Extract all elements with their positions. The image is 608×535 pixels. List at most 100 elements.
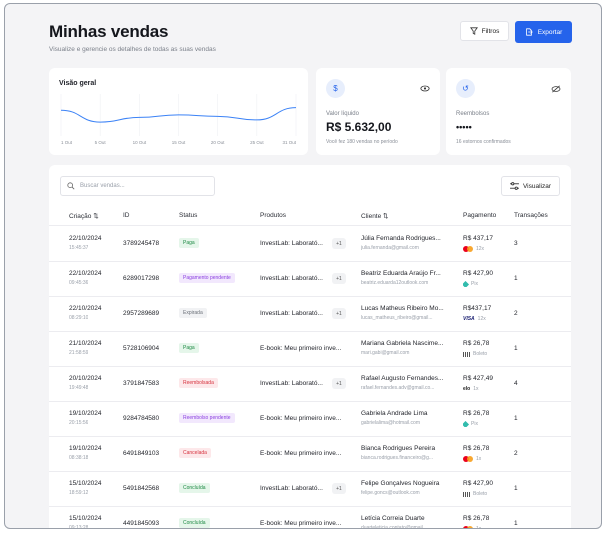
page-subtitle: Visualize e gerencie os detalhes de toda… (49, 46, 216, 53)
view-button[interactable]: Visualizar (501, 176, 560, 196)
row-payment-method: Boleto (463, 491, 487, 497)
col-client[interactable]: Cliente ⇅ (361, 213, 389, 220)
row-payment-method: 1x (463, 526, 482, 529)
row-transactions: 2 (514, 450, 518, 457)
table-row[interactable]: 19/10/2024 08:38:18 6491849103 Cancelada E-b… (49, 437, 571, 472)
barcode-icon (463, 491, 470, 497)
row-date: 20/10/2024 (69, 375, 102, 382)
row-payment-amount: R$ 427,49 (463, 375, 493, 382)
row-date: 19/10/2024 (69, 410, 102, 417)
net-value-label: Valor líquido (326, 111, 359, 117)
refunds-note: 16 estornos confirmados (456, 139, 511, 145)
row-transactions: 3 (514, 240, 518, 247)
more-products-badge[interactable]: +1 (332, 238, 346, 249)
row-date: 22/10/2024 (69, 270, 102, 277)
filters-button[interactable]: Filtros (460, 21, 509, 41)
row-date: 22/10/2024 (69, 235, 102, 242)
net-value-note: Você fez 180 vendas no período (326, 139, 398, 145)
x-tick-label: 10 Out (133, 140, 147, 145)
row-client-email: julia.fernanda@gmail.com (361, 245, 419, 251)
row-transactions: 1 (514, 485, 518, 492)
row-transactions: 1 (514, 275, 518, 282)
sliders-icon (510, 182, 519, 190)
row-product: InvestLab: Laborató... (260, 485, 323, 492)
row-client-name: Júlia Fernanda Rodrigues... (361, 235, 441, 242)
row-time: 20:15:56 (69, 420, 89, 426)
barcode-icon (463, 351, 470, 357)
row-product: InvestLab: Laborató... (260, 380, 323, 387)
row-client-name: Rafael Augusto Fernandes... (361, 375, 444, 382)
row-id: 6289017298 (123, 275, 160, 282)
row-client-name: Gabriela Andrade Lima (361, 410, 428, 417)
pix-icon (463, 281, 470, 287)
row-client-email: duarteleticia.contato@gmail... (361, 525, 427, 529)
table-row[interactable]: 22/10/2024 08:29:10 2957289689 Expirada Inve… (49, 297, 571, 332)
col-products: Produtos (260, 212, 287, 219)
status-badge: Paga (179, 343, 199, 353)
row-client-name: Letícia Correia Duarte (361, 515, 425, 522)
x-tick-label: 31 Out (282, 140, 296, 145)
row-date: 15/10/2024 (69, 515, 102, 522)
more-products-badge[interactable]: +1 (332, 273, 346, 284)
row-payment-method: 1x (463, 456, 481, 462)
more-products-badge[interactable]: +1 (332, 378, 346, 389)
row-payment-method: VISA 12x (463, 316, 486, 322)
status-badge: Reembolsada (179, 378, 218, 388)
payment-method-label: Pix (471, 421, 478, 427)
status-badge: Expirada (179, 308, 207, 318)
status-badge: Concluída (179, 483, 210, 493)
row-id: 3789245478 (123, 240, 160, 247)
elo-icon: elo (463, 386, 471, 392)
table-header: Criação ⇅ ID Status Produtos Cliente ⇅ P… (49, 206, 571, 226)
payment-method-label: 1x (476, 456, 482, 462)
eye-off-icon[interactable] (551, 85, 561, 93)
status-badge: Reembolso pendente (179, 413, 235, 423)
table-row[interactable]: 22/10/2024 15:45:37 3789245478 Paga InvestLa… (49, 227, 571, 262)
row-time: 21:58:59 (69, 350, 89, 356)
row-product: E-book: Meu primeiro inve... (260, 450, 342, 457)
view-button-label: Visualizar (522, 182, 552, 190)
more-products-badge[interactable]: +1 (332, 483, 346, 494)
table-row[interactable]: 20/10/2024 19:49:48 3791847583 Reembolsada I… (49, 367, 571, 402)
eye-icon[interactable] (420, 85, 430, 92)
row-time: 18:59:12 (69, 490, 89, 496)
sales-table-card: Buscar vendas... Visualizar Criação ⇅ ID… (49, 165, 571, 529)
row-payment-method: Pix (463, 281, 478, 287)
row-id: 5491842568 (123, 485, 160, 492)
row-product: E-book: Meu primeiro inve... (260, 345, 342, 352)
payment-method-label: 1x (476, 526, 482, 529)
row-payment-method: Pix (463, 421, 478, 427)
status-badge: Pagamento pendente (179, 273, 235, 283)
col-payment: Pagamento (463, 212, 497, 219)
col-creation[interactable]: Criação ⇅ (69, 213, 99, 220)
more-products-badge[interactable]: +1 (332, 308, 346, 319)
row-date: 21/10/2024 (69, 340, 102, 347)
row-client-email: lucas_matheus_ribeiro@gmail... (361, 315, 433, 321)
table-row[interactable]: 15/10/2024 18:59:12 5491842568 Concluída Inv… (49, 472, 571, 507)
table-row[interactable]: 22/10/2024 09:45:36 6289017298 Pagamento pe… (49, 262, 571, 297)
row-client-email: beatriz.eduarda12outlook.com (361, 280, 429, 286)
payment-method-label: Boleto (473, 491, 488, 497)
row-id: 3791847583 (123, 380, 160, 387)
export-button[interactable]: Exportar (515, 21, 572, 43)
row-id: 4491845093 (123, 520, 160, 527)
row-client-name: Felipe Gonçalves Nogueira (361, 480, 440, 487)
payment-method-label: 12x (477, 316, 486, 322)
row-transactions: 1 (514, 345, 518, 352)
app-window: Minhas vendas Visualize e gerencie os de… (4, 3, 602, 529)
refunds-label: Reembolsos (456, 111, 490, 117)
table-row[interactable]: 19/10/2024 20:15:56 9284784580 Reembolso pe… (49, 402, 571, 437)
row-client-name: Bianca Rodrigues Pereira (361, 445, 436, 452)
refunds-card: ↺ Reembolsos ••••• 16 estornos confirmad… (446, 68, 571, 155)
payment-method-label: Pix (471, 281, 478, 287)
payment-method-label: 1x (473, 386, 479, 392)
payment-method-label: Boleto (473, 351, 488, 357)
filter-icon (469, 27, 478, 35)
table-row[interactable]: 21/10/2024 21:58:59 5728106904 Paga E-book: … (49, 332, 571, 367)
status-badge: Concluída (179, 518, 210, 528)
row-time: 15:45:37 (69, 245, 89, 251)
search-input[interactable]: Buscar vendas... (60, 176, 215, 196)
row-product: InvestLab: Laborató... (260, 240, 323, 247)
row-client-name: Beatriz Eduarda Araújo Fr... (361, 270, 441, 277)
table-row[interactable]: 15/10/2024 09:13:28 4491845093 Concluída E-b… (49, 507, 571, 529)
